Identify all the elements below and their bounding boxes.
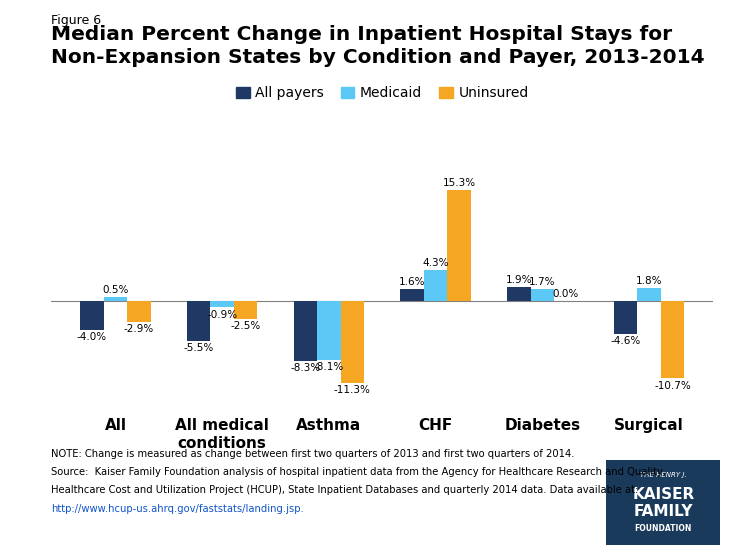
Text: Healthcare Cost and Utilization Project (HCUP), State Inpatient Databases and qu: Healthcare Cost and Utilization Project …	[51, 485, 639, 495]
Text: -4.6%: -4.6%	[610, 337, 641, 347]
Bar	[294, 301, 317, 361]
Text: Median Percent Change in Inpatient Hospital Stays for
Non-Expansion States by Co: Median Percent Change in Inpatient Hospi…	[51, 25, 705, 67]
Legend: All payers, Medicaid, Uninsured: All payers, Medicaid, Uninsured	[230, 80, 534, 106]
Text: KAISER: KAISER	[632, 487, 695, 502]
Text: -8.3%: -8.3%	[290, 363, 320, 373]
Bar	[187, 301, 210, 341]
Text: -8.1%: -8.1%	[314, 361, 344, 372]
Bar	[637, 288, 661, 301]
Text: -5.5%: -5.5%	[184, 343, 214, 353]
Text: -10.7%: -10.7%	[654, 381, 691, 391]
Text: Source:  Kaiser Family Foundation analysis of hospital inpatient data from the A: Source: Kaiser Family Foundation analysi…	[51, 467, 667, 477]
Bar	[507, 287, 531, 301]
Text: 0.0%: 0.0%	[553, 289, 579, 299]
Text: FOUNDATION: FOUNDATION	[634, 524, 692, 533]
Text: -2.5%: -2.5%	[231, 321, 261, 331]
Text: 4.3%: 4.3%	[423, 258, 449, 268]
Bar	[80, 301, 104, 330]
Text: 1.7%: 1.7%	[529, 277, 556, 287]
Text: THE HENRY J.: THE HENRY J.	[640, 472, 686, 478]
Bar	[661, 301, 684, 379]
Bar	[424, 270, 448, 301]
Text: -2.9%: -2.9%	[123, 324, 154, 334]
Text: http://www.hcup-us.ahrq.gov/faststats/landing.jsp.: http://www.hcup-us.ahrq.gov/faststats/la…	[51, 504, 304, 514]
Text: -0.9%: -0.9%	[207, 310, 237, 320]
Bar	[401, 289, 424, 301]
Bar	[340, 301, 364, 383]
Text: FAMILY: FAMILY	[634, 504, 693, 519]
Text: 1.9%: 1.9%	[506, 275, 532, 285]
Text: 1.8%: 1.8%	[636, 276, 662, 286]
Bar	[614, 301, 637, 334]
Text: NOTE: Change is measured as change between first two quarters of 2013 and first : NOTE: Change is measured as change betwe…	[51, 449, 575, 459]
Bar	[104, 298, 127, 301]
Text: 0.5%: 0.5%	[102, 285, 129, 295]
Text: -11.3%: -11.3%	[334, 385, 370, 395]
Text: 1.6%: 1.6%	[399, 277, 426, 287]
Bar	[317, 301, 340, 360]
Text: 15.3%: 15.3%	[442, 178, 476, 188]
Bar	[210, 301, 234, 307]
Bar	[531, 289, 554, 301]
Text: -4.0%: -4.0%	[77, 332, 107, 342]
Bar	[448, 190, 470, 301]
Text: Figure 6: Figure 6	[51, 14, 101, 27]
Bar	[234, 301, 257, 319]
Bar	[127, 301, 151, 322]
